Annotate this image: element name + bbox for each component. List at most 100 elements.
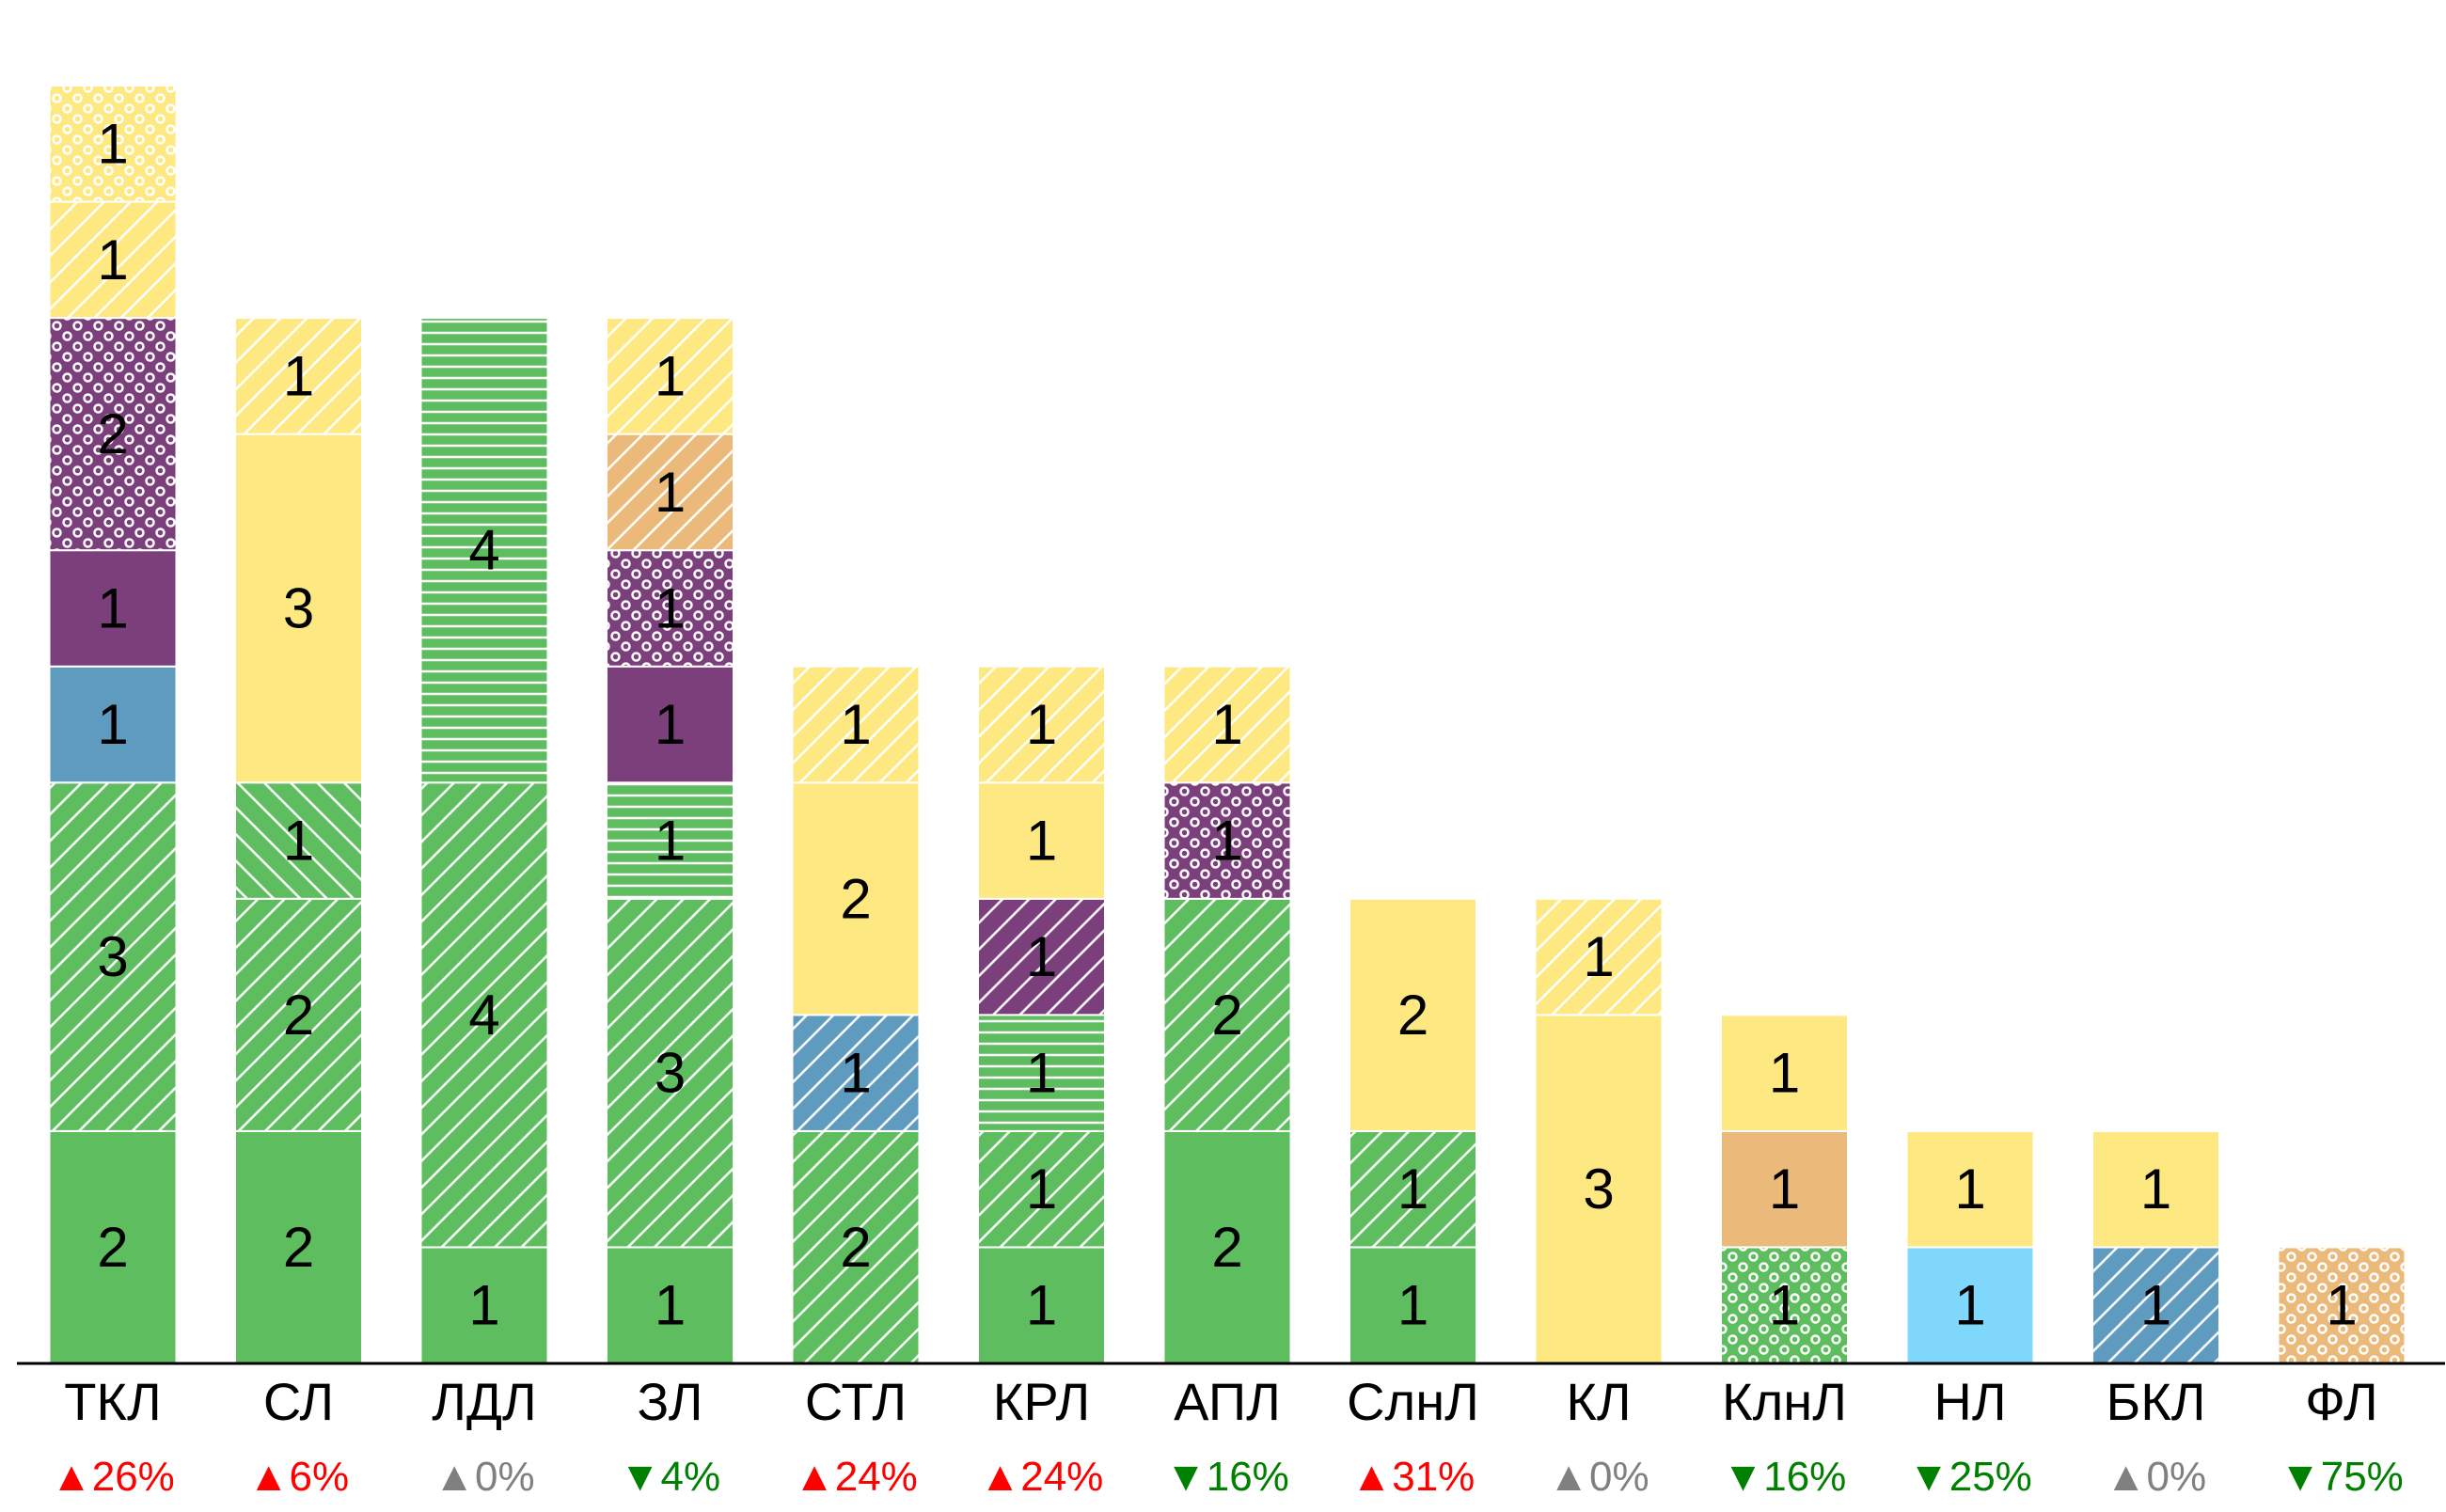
bar-ТКЛ: 2 3 1 1 2 1 1 bbox=[48, 85, 178, 1364]
segment-value-label: 1 bbox=[655, 344, 686, 407]
bar-segment bbox=[1349, 1246, 1477, 1365]
segment-value-label: 1 bbox=[840, 1042, 871, 1105]
segment-value-label: 2 bbox=[1211, 1216, 1242, 1279]
segment-value-label: 4 bbox=[468, 519, 499, 582]
bar-segment bbox=[1162, 1129, 1292, 1364]
bar-segment bbox=[1162, 897, 1292, 1132]
bar-КЛ: 31 bbox=[1534, 897, 1664, 1364]
bar-КлнЛ: 1 1 1 bbox=[1720, 1014, 1849, 1365]
category-label: ТКЛ bbox=[64, 1372, 162, 1431]
bar-segment bbox=[1720, 1246, 1849, 1365]
bar-segment bbox=[48, 200, 178, 320]
segment-value-label: 1 bbox=[1026, 810, 1057, 873]
bar-segment bbox=[606, 317, 734, 435]
change-label: ▲24% bbox=[980, 1454, 1104, 1500]
change-label: ▼16% bbox=[1723, 1454, 1847, 1500]
bar-segment bbox=[48, 317, 178, 552]
change-label: ▲24% bbox=[794, 1454, 918, 1500]
bar-segment bbox=[791, 1129, 921, 1364]
bar-segment bbox=[977, 1246, 1106, 1365]
category-labels: ТКЛ СЛ ЛДЛ ЗЛ СТЛ КРЛ АПЛ СлнЛ КЛ КлнЛ НЛ БКЛ ФЛ bbox=[64, 1372, 2378, 1431]
change-label: ▲0% bbox=[434, 1454, 534, 1500]
category-label: БКЛ bbox=[2106, 1372, 2205, 1431]
segment-value-label: 1 bbox=[97, 112, 128, 175]
segment-value-label: 1 bbox=[97, 576, 128, 639]
bar-segment bbox=[2091, 1246, 2220, 1365]
bar-segment bbox=[1905, 1246, 2035, 1365]
segment-value-label: 1 bbox=[1397, 1158, 1428, 1221]
bar-БКЛ: 11 bbox=[2091, 1129, 2220, 1365]
segment-value-label: 3 bbox=[655, 1042, 686, 1105]
segment-value-label: 1 bbox=[1954, 1274, 1985, 1337]
segment-value-label: 1 bbox=[1211, 693, 1242, 756]
bar-СТЛ: 2 1 2 1 bbox=[791, 665, 921, 1364]
segment-value-label: 2 bbox=[840, 867, 871, 930]
bar-segment bbox=[48, 85, 178, 203]
bar-ЗЛ: 1 3 1 1 1 1 1 bbox=[606, 317, 734, 1365]
bar-segment bbox=[977, 1129, 1106, 1249]
bar-segment bbox=[48, 1129, 178, 1364]
bar-segment bbox=[234, 781, 363, 900]
category-label: СТЛ bbox=[805, 1372, 907, 1431]
segment-value-label: 2 bbox=[283, 1216, 314, 1279]
category-label: КРЛ bbox=[993, 1372, 1091, 1431]
segment-value-label: 3 bbox=[1583, 1158, 1614, 1221]
segment-value-label: 1 bbox=[655, 576, 686, 639]
segment-value-label: 3 bbox=[97, 925, 128, 988]
bar-segment bbox=[977, 1014, 1106, 1132]
bar-segment bbox=[791, 781, 921, 1016]
change-label: ▲0% bbox=[2106, 1454, 2206, 1500]
segment-value-label: 1 bbox=[1026, 1274, 1057, 1337]
bar-segment bbox=[1162, 781, 1292, 900]
segment-value-label: 1 bbox=[283, 810, 314, 873]
bar-segment bbox=[1349, 1129, 1477, 1249]
bar-НЛ: 11 bbox=[1905, 1129, 2035, 1365]
bar-АПЛ: 2 2 1 1 bbox=[1162, 665, 1292, 1364]
bar-segment bbox=[2277, 1246, 2407, 1365]
category-label: НЛ bbox=[1933, 1372, 2006, 1431]
change-label: ▼25% bbox=[1908, 1454, 2032, 1500]
bar-segment bbox=[1162, 665, 1292, 784]
segment-value-label: 1 bbox=[655, 693, 686, 756]
bar-segment bbox=[791, 1014, 921, 1132]
segment-value-label: 1 bbox=[1026, 1158, 1057, 1221]
segment-value-label: 1 bbox=[1583, 925, 1614, 988]
bar-segment bbox=[977, 897, 1106, 1016]
bar-segment bbox=[234, 1129, 363, 1364]
segment-value-label: 2 bbox=[283, 984, 314, 1047]
bars-layer: 2311211221311441311111212111111122111123… bbox=[48, 85, 2407, 1365]
segment-value-label: 1 bbox=[1026, 693, 1057, 756]
category-label: СлнЛ bbox=[1347, 1372, 1479, 1431]
segment-value-label: 1 bbox=[1769, 1158, 1800, 1221]
category-label: СЛ bbox=[263, 1372, 334, 1431]
change-label: ▼4% bbox=[620, 1454, 720, 1500]
bar-segment bbox=[1534, 897, 1664, 1016]
bar-segment bbox=[48, 549, 178, 668]
segment-value-label: 1 bbox=[97, 693, 128, 756]
segment-value-label: 1 bbox=[1397, 1274, 1428, 1337]
category-label: КЛ bbox=[1566, 1372, 1631, 1431]
bar-segment bbox=[234, 317, 363, 435]
category-label: КлнЛ bbox=[1722, 1372, 1847, 1431]
segment-value-label: 2 bbox=[840, 1216, 871, 1279]
bar-segment bbox=[606, 433, 734, 552]
bar-segment bbox=[2091, 1129, 2220, 1249]
change-label: ▲31% bbox=[1351, 1454, 1475, 1500]
change-label: ▲0% bbox=[1548, 1454, 1649, 1500]
change-label: ▼75% bbox=[2280, 1454, 2404, 1500]
category-label: ЗЛ bbox=[638, 1372, 703, 1431]
segment-value-label: 1 bbox=[1211, 810, 1242, 873]
bar-segment bbox=[606, 549, 734, 668]
change-labels: ▲26% ▲6% ▲0% ▼4% ▲24% ▲24% ▼16% ▲31% ▲0% ▼16% ▼25%… bbox=[51, 1454, 2404, 1500]
segment-value-label: 1 bbox=[468, 1274, 499, 1337]
bar-segment bbox=[48, 781, 178, 1132]
segment-value-label: 2 bbox=[1211, 984, 1242, 1047]
bar-segment bbox=[606, 897, 734, 1249]
bar-segment bbox=[234, 897, 363, 1132]
change-label: ▼16% bbox=[1165, 1454, 1289, 1500]
bar-segment bbox=[1720, 1014, 1849, 1132]
segment-value-label: 1 bbox=[2140, 1158, 2171, 1221]
segment-value-label: 1 bbox=[1769, 1274, 1800, 1337]
bar-segment bbox=[1534, 1014, 1664, 1364]
